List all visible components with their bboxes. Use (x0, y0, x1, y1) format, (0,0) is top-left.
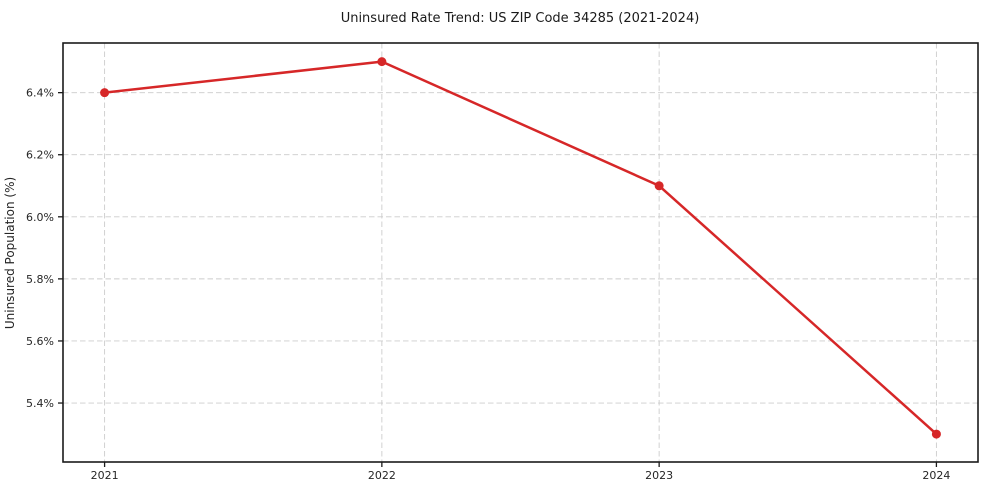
x-tick-label: 2022 (368, 469, 396, 482)
chart-title: Uninsured Rate Trend: US ZIP Code 34285 … (341, 11, 700, 26)
data-point-marker (377, 57, 387, 67)
tick-labels: 2021 2022 2023 2024 5.4% 5.6% 5.8% 6.0% 6.2% 6.4% (26, 87, 950, 482)
data-point-marker (654, 181, 664, 191)
y-tick-label: 5.6% (26, 335, 54, 348)
y-tick-label: 6.2% (26, 149, 54, 162)
y-tick-label: 5.4% (26, 397, 54, 410)
trend-line (103, 60, 938, 436)
x-tick-label: 2024 (922, 469, 950, 482)
x-tick-label: 2021 (91, 469, 119, 482)
plot-border (62, 42, 979, 463)
gridlines (63, 43, 978, 462)
axes (58, 42, 979, 467)
data-point-marker (931, 429, 941, 439)
data-point-marker (100, 88, 110, 98)
y-axis-label: Uninsured Population (%) (3, 177, 17, 329)
y-tick-label: 6.4% (26, 87, 54, 100)
y-tick-label: 6.0% (26, 211, 54, 224)
y-tick-label: 5.8% (26, 273, 54, 286)
data-series (100, 57, 941, 439)
x-tick-label: 2023 (645, 469, 673, 482)
